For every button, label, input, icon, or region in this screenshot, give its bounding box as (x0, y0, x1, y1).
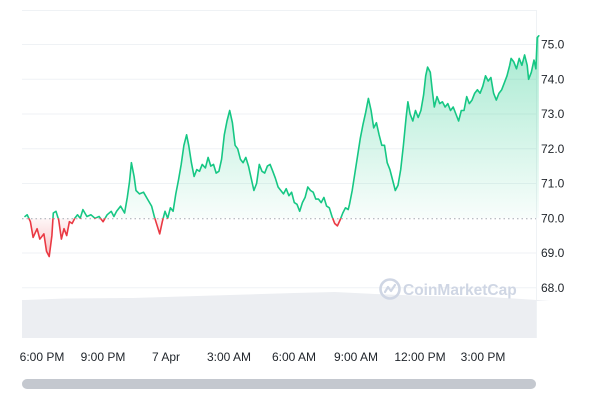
y-tick-label: 70.0 (541, 211, 565, 225)
x-tick-label: 3:00 PM (461, 350, 506, 364)
y-tick-label: 74.0 (541, 72, 565, 86)
y-tick-label: 69.0 (541, 246, 565, 260)
chart-scrollbar-track[interactable] (22, 379, 536, 389)
chart-scrollbar-thumb[interactable] (22, 379, 536, 389)
price-area-above (25, 35, 539, 219)
y-axis: 75.0 74.0 73.0 72.0 71.0 70.0 69.0 68.0 (541, 38, 565, 295)
x-axis: 6:00 PM 9:00 PM 7 Apr 3:00 AM 6:00 AM 9:00 AM… (20, 350, 506, 364)
watermark-text: CoinMarketCap (403, 282, 517, 299)
x-tick-label: 12:00 PM (394, 350, 445, 364)
x-tick-label: 9:00 PM (81, 350, 126, 364)
x-tick-label: 9:00 AM (334, 350, 378, 364)
y-tick-label: 75.0 (541, 38, 565, 52)
y-tick-label: 68.0 (541, 281, 565, 295)
y-tick-label: 73.0 (541, 107, 565, 121)
x-tick-label: 6:00 PM (20, 350, 65, 364)
x-tick-label: 6:00 AM (272, 350, 316, 364)
volume-area (22, 292, 551, 338)
y-tick-label: 71.0 (541, 177, 565, 191)
x-tick-label: 7 Apr (152, 350, 180, 364)
watermark: CoinMarketCap (379, 278, 517, 300)
y-tick-label: 72.0 (541, 142, 565, 156)
price-line-above[interactable] (24, 35, 540, 257)
coinmarketcap-logo-icon (379, 278, 401, 300)
x-tick-label: 3:00 AM (207, 350, 251, 364)
